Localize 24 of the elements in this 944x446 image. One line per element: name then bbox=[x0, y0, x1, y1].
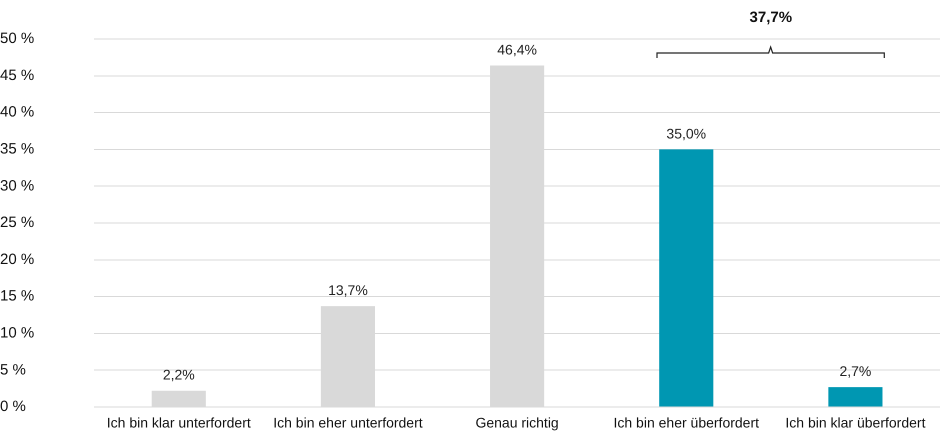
y-tick-label: 10 % bbox=[0, 324, 34, 342]
y-tick-label: 40 % bbox=[0, 104, 34, 121]
y-tick-label: 15 % bbox=[0, 288, 34, 305]
data-label: 2,2% bbox=[162, 366, 195, 383]
y-tick-label: 45 % bbox=[0, 66, 34, 84]
x-tick-label: Ich bin klar überfordert bbox=[785, 414, 926, 430]
y-tick-label: 25 % bbox=[0, 214, 34, 232]
data-label: 13,7% bbox=[328, 282, 368, 298]
x-tick-label: Genau richtig bbox=[475, 414, 559, 430]
data-label: 46,4% bbox=[497, 41, 537, 58]
data-label: 2,7% bbox=[839, 362, 872, 379]
data-label: 35,0% bbox=[666, 125, 706, 142]
y-tick-label: 30 % bbox=[0, 177, 34, 194]
bar bbox=[659, 149, 714, 406]
bar bbox=[828, 387, 882, 406]
y-tick-label: 0 % bbox=[0, 398, 26, 416]
y-tick-label: 35 % bbox=[0, 140, 34, 158]
text: 37,7% bbox=[748, 9, 794, 26]
y-tick-label: 20 % bbox=[0, 250, 34, 268]
y-tick-label: 5 % bbox=[0, 361, 26, 378]
y-tick-label: 50 % bbox=[0, 30, 34, 48]
x-tick-label: Ich bin eher überfordert bbox=[613, 414, 760, 430]
x-tick-label: Ich bin eher unterfordert bbox=[273, 414, 423, 430]
x-tick-label: Ich bin klar unterfordert bbox=[106, 414, 251, 430]
